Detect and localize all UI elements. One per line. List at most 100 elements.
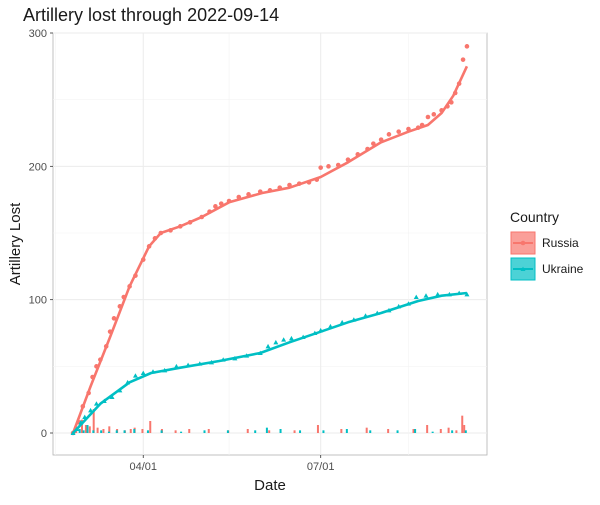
point-ukraine [265, 343, 271, 349]
point-ukraine [257, 350, 263, 355]
point-ukraine [78, 419, 84, 425]
point-russia [94, 364, 99, 369]
point-ukraine [318, 327, 324, 333]
point-russia [246, 192, 251, 197]
point-russia [111, 316, 117, 321]
point-russia [121, 294, 127, 300]
point-russia [355, 152, 361, 157]
point-ukraine [93, 401, 99, 406]
point-russia [456, 81, 462, 86]
point-ukraine [339, 319, 345, 325]
point-russia [287, 182, 292, 188]
point-ukraine [150, 369, 156, 374]
point-ukraine [88, 407, 94, 413]
point-russia [296, 181, 302, 186]
point-russia [117, 304, 123, 309]
point-ukraine [300, 334, 306, 339]
point-ukraine [386, 307, 392, 313]
series-russia [70, 44, 470, 436]
point-russia [345, 157, 351, 162]
point-ukraine [82, 414, 88, 419]
point-ukraine [273, 339, 279, 345]
y-tick-label: 300 [29, 28, 47, 40]
x-axis: 04/01 07/01 [129, 455, 334, 473]
point-ukraine [70, 430, 76, 435]
legend-label-russia: Russia [542, 236, 579, 250]
point-russia [386, 132, 392, 137]
point-russia [133, 273, 138, 278]
point-ukraine [363, 313, 369, 318]
point-russia [335, 162, 341, 168]
point-ukraine [327, 323, 333, 329]
y-axis: 0 100 200 300 [29, 28, 53, 440]
x-axis-label: Date [254, 477, 286, 494]
point-russia [419, 122, 425, 128]
point-ukraine [423, 293, 429, 298]
legend-key-marker-ukraine [520, 266, 526, 271]
point-russia [378, 137, 384, 142]
point-russia [90, 374, 95, 380]
point-ukraine [117, 387, 123, 393]
legend-label-ukraine: Ukraine [542, 262, 584, 276]
point-ukraine [132, 373, 138, 378]
point-ukraine [101, 398, 107, 403]
point-ukraine [312, 330, 318, 335]
point-ukraine [140, 370, 146, 375]
point-russia [218, 201, 224, 206]
point-ukraine [435, 291, 441, 297]
point-ukraine [374, 310, 380, 315]
point-ukraine [413, 294, 419, 299]
legend-item-ukraine: Ukraine [510, 257, 584, 281]
point-russia [406, 126, 411, 132]
point-russia [236, 194, 242, 200]
point-russia [314, 177, 320, 182]
legend-key-marker-russia [520, 240, 526, 246]
point-russia [207, 209, 212, 214]
point-russia [267, 188, 273, 193]
point-ukraine [109, 394, 115, 399]
point-ukraine [456, 290, 462, 295]
y-axis-label: Artillery Lost [7, 202, 24, 285]
point-russia [140, 257, 146, 262]
point-russia [415, 125, 421, 130]
point-ukraine [209, 359, 214, 365]
point-russia [80, 404, 86, 409]
point-russia [103, 344, 109, 349]
point-ukraine [197, 361, 203, 366]
y-tick-label: 200 [29, 161, 47, 173]
point-russia [127, 284, 132, 289]
point-russia [199, 214, 205, 220]
point-ukraine [125, 379, 131, 385]
point-russia [107, 329, 113, 334]
point-ukraine [288, 335, 294, 341]
point-russia [226, 198, 232, 204]
point-russia [86, 390, 91, 396]
series-ukraine [70, 290, 470, 435]
point-ukraine [396, 303, 402, 309]
point-russia [425, 114, 431, 120]
x-tick-label: 04/01 [129, 461, 157, 473]
y-tick-label: 100 [29, 295, 47, 307]
point-ukraine [351, 317, 357, 322]
point-russia [371, 141, 376, 146]
chart-title: Artillery lost through 2022-09-14 [23, 5, 279, 25]
point-russia [431, 112, 437, 117]
point-russia [326, 164, 331, 169]
point-russia [460, 57, 466, 62]
point-russia [318, 165, 324, 170]
point-ukraine [220, 357, 226, 362]
point-ukraine [405, 301, 411, 306]
point-ukraine [244, 353, 250, 358]
point-ukraine [185, 362, 191, 367]
plot-panel [52, 32, 488, 456]
legend: Country Russia Ukraine [510, 209, 584, 281]
point-russia [365, 146, 370, 152]
legend-title: Country [510, 209, 559, 225]
point-ukraine [232, 355, 238, 361]
point-russia [257, 189, 263, 194]
point-russia [98, 357, 103, 362]
point-ukraine [281, 337, 287, 342]
point-russia [452, 90, 458, 96]
